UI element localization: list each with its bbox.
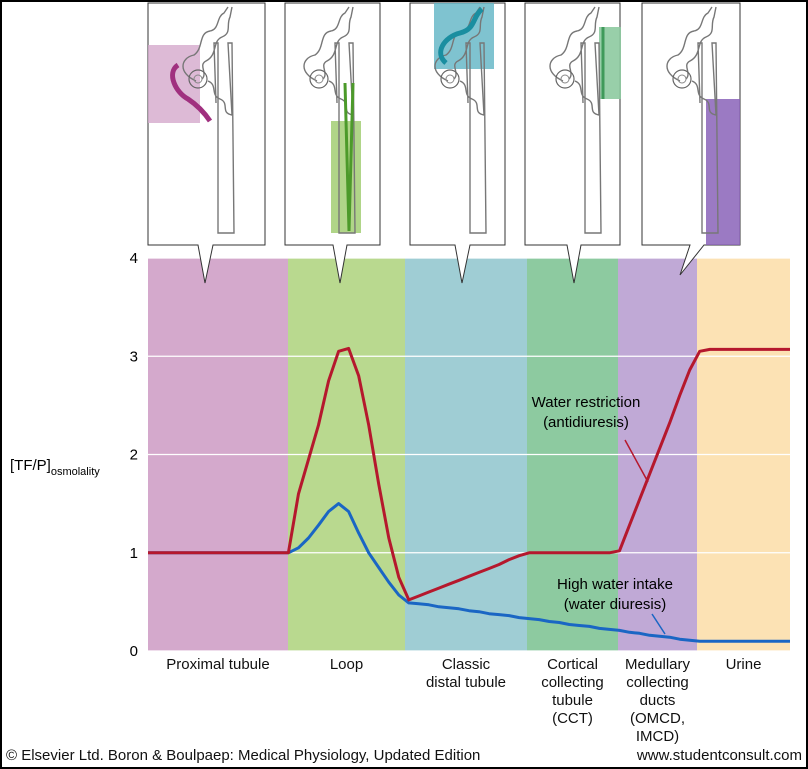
annotation-pointer <box>651 613 666 635</box>
annotation: Water restriction <box>532 394 641 411</box>
y-tick-label: 3 <box>130 348 138 365</box>
region-label: Medullary collecting ducts (OMCD, IMCD) <box>624 656 691 745</box>
y-tick-label: 2 <box>130 447 138 464</box>
y-tick-label: 4 <box>130 250 138 267</box>
region-label: Classic distal tubule <box>425 656 507 691</box>
annotation: (antidiuresis) <box>543 414 629 431</box>
region-label: Loop <box>329 656 364 673</box>
annotation: High water intake <box>557 576 673 593</box>
y-tick-label: 1 <box>130 545 138 562</box>
y-axis-label-sub: osmolality <box>51 466 100 478</box>
y-tick-label: 0 <box>130 643 138 660</box>
region-label: Cortical collecting tubule (CCT) <box>541 656 604 727</box>
annotation: (water diuresis) <box>564 596 667 613</box>
region-label: Urine <box>725 656 762 673</box>
series-line <box>148 346 790 602</box>
footer-url: www.studentconsult.com <box>636 747 802 764</box>
footer-credit: © Elsevier Ltd. Boron & Boulpaep: Medica… <box>6 747 481 764</box>
y-axis-label: [TF/P]osmolality <box>10 457 100 478</box>
annotation-pointer <box>624 439 649 483</box>
region-label: Proximal tubule <box>166 656 270 673</box>
y-axis-label-main: [TF/P] <box>10 457 51 474</box>
nephron-callouts <box>147 2 741 284</box>
